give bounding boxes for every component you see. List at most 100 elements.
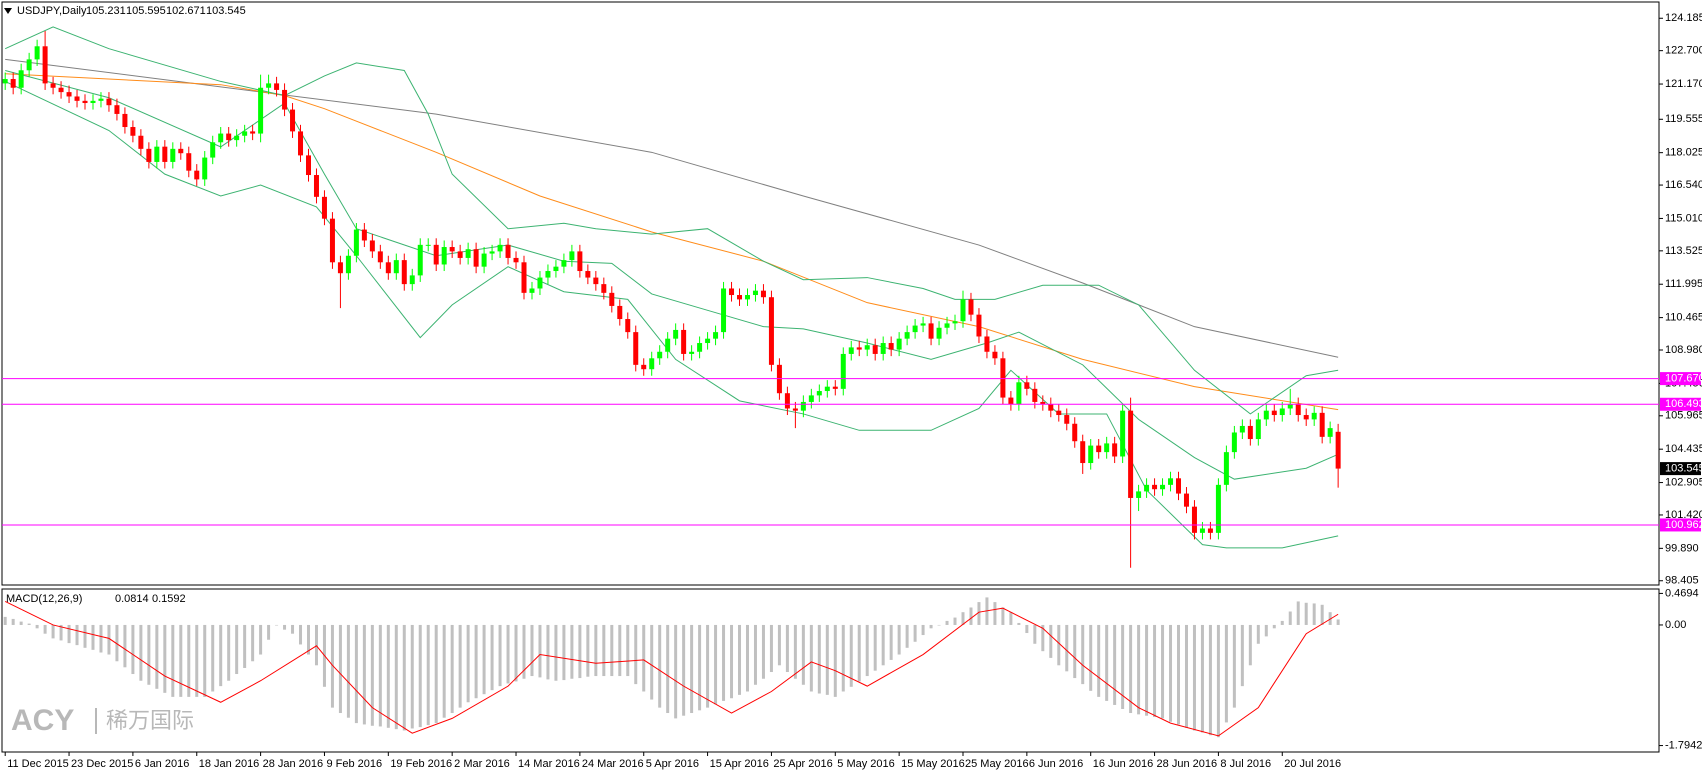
macd-bar <box>905 624 909 648</box>
candle-body <box>425 244 431 246</box>
macd-bar <box>299 624 303 645</box>
macd-bar <box>179 624 183 697</box>
macd-bar <box>1089 624 1093 691</box>
macd-bar <box>722 624 726 701</box>
menu-arrow[interactable] <box>4 8 12 14</box>
macd-bar <box>897 624 901 655</box>
macd-bar <box>195 624 199 697</box>
macd-bar <box>841 624 845 692</box>
macd-bar <box>203 624 207 697</box>
candle-body <box>26 59 32 71</box>
candle-body <box>1311 412 1317 420</box>
macd-bar <box>634 624 638 685</box>
y-tick-label: 122.700 <box>1665 45 1702 57</box>
candle-body <box>824 386 830 392</box>
x-tick-label: 5 Apr 2016 <box>646 758 699 770</box>
macd-bar <box>793 624 797 679</box>
candle-body <box>545 271 551 278</box>
macd-bar <box>642 624 646 692</box>
macd-bar <box>578 624 582 679</box>
macd-bar <box>490 624 494 691</box>
x-tick-label: 28 Jun 2016 <box>1157 758 1218 770</box>
candle-body <box>617 305 623 320</box>
macd-bar <box>921 624 925 636</box>
macd-bar <box>1264 624 1268 637</box>
macd-bar <box>67 624 71 644</box>
macd-bar <box>171 624 175 697</box>
macd-bar <box>1169 624 1173 722</box>
macd-bar <box>35 624 39 629</box>
macd-bar <box>1017 622 1021 625</box>
candle-body <box>848 347 854 354</box>
candle-body <box>417 244 423 276</box>
candle-body <box>521 262 527 293</box>
candle-body <box>609 292 615 306</box>
x-tick-label: 8 Jul 2016 <box>1220 758 1271 770</box>
candle-body <box>1231 432 1237 453</box>
candle-body <box>705 338 711 344</box>
macd-bar <box>410 624 414 729</box>
candle-body <box>98 98 104 101</box>
candle-body <box>1239 425 1245 433</box>
macd-bar <box>139 624 143 681</box>
candle-body <box>106 98 112 106</box>
candle-body <box>74 96 80 101</box>
macd-bar <box>378 624 382 727</box>
macd-bar <box>386 624 390 728</box>
candle-body <box>34 46 40 60</box>
macd-bar <box>1224 624 1228 723</box>
macd-bar <box>1161 624 1165 719</box>
x-tick-label: 2 Mar 2016 <box>454 758 510 770</box>
candle-body <box>337 262 343 274</box>
macd-bar <box>123 624 127 668</box>
candle-body <box>784 393 790 409</box>
macd-bar <box>1184 624 1188 728</box>
y-tick-label: 119.555 <box>1665 113 1702 125</box>
y-tick-label: 0.00 <box>1665 619 1686 631</box>
candle-body <box>218 133 224 143</box>
candle-body <box>194 170 200 180</box>
candle-body <box>313 175 319 197</box>
candle-body <box>266 83 272 88</box>
macd-bar <box>1065 624 1069 672</box>
macd-bar <box>753 624 757 685</box>
candle-body <box>561 260 567 267</box>
macd-bar <box>1192 624 1196 731</box>
candle-body <box>1183 493 1189 507</box>
candle-body <box>2 79 8 84</box>
candle-body <box>122 113 128 128</box>
candle-body <box>361 229 367 241</box>
candle-body <box>1104 443 1110 453</box>
x-tick-label: 15 Apr 2016 <box>710 758 769 770</box>
macd-bar <box>506 624 510 684</box>
candle-body <box>721 288 727 333</box>
candle-body <box>242 131 248 136</box>
level-label: 106.493 <box>1665 398 1702 410</box>
candle-body <box>872 345 878 354</box>
candle-body <box>258 87 264 134</box>
candle-body <box>944 323 950 328</box>
candle-body <box>202 157 208 180</box>
macd-bar <box>498 624 502 687</box>
macd-bar <box>259 624 263 655</box>
candle-body <box>505 244 511 258</box>
macd-bar <box>714 624 718 705</box>
candle-body <box>385 262 391 274</box>
y-tick-label: 116.540 <box>1665 179 1702 191</box>
macd-bar <box>1041 624 1045 652</box>
macd-bar <box>187 624 191 697</box>
macd-bar <box>43 624 47 634</box>
macd-bar <box>562 624 566 681</box>
macd-bar <box>913 624 917 642</box>
candle-body <box>553 266 559 272</box>
level-label-box <box>1660 397 1701 411</box>
y-tick-label: 0.4694 <box>1665 587 1699 599</box>
candle-body <box>186 153 192 171</box>
candle-body <box>481 253 487 267</box>
candle-body <box>1271 410 1277 416</box>
candle-body <box>936 327 942 339</box>
macd-bar <box>83 624 87 648</box>
y-tick-label: 110.465 <box>1665 312 1702 324</box>
macd-bar <box>1025 624 1029 634</box>
